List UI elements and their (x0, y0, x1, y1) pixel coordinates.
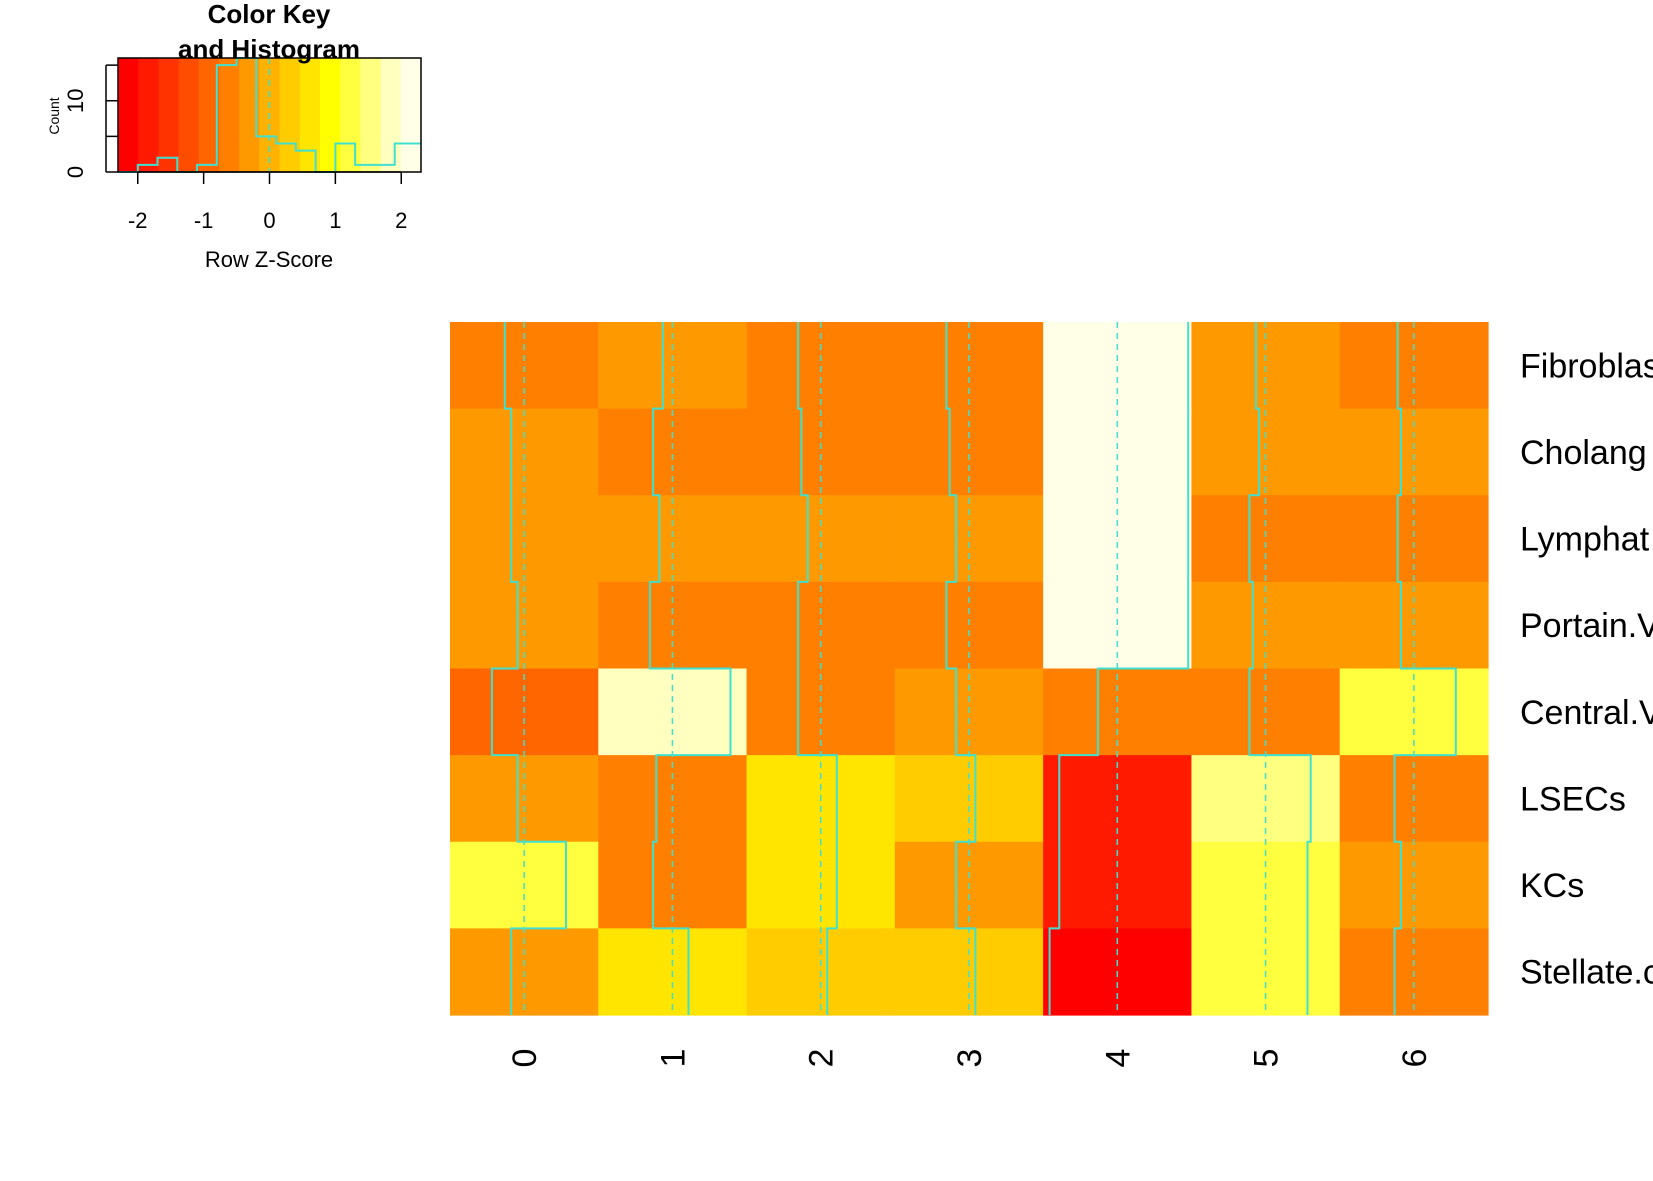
color-key-x-tick-label: -2 (128, 208, 148, 233)
column-label: 5 (1248, 1049, 1286, 1068)
row-label: Lymphat (1520, 521, 1650, 559)
color-key-band (279, 58, 301, 172)
heatmap-traces (490, 322, 1457, 1015)
row-labels: Fibroblas Cholang Lymphat Portain.V Central.… (1520, 347, 1653, 991)
color-key-band (239, 58, 260, 172)
color-key-band (340, 58, 361, 172)
column-label: 6 (1396, 1049, 1434, 1068)
color-key-band (158, 58, 180, 172)
color-key: -2 -1 0 1 2 0 10 Color Key and Histogram Row Z… (46, 0, 422, 272)
color-key-x-tick-label: 0 (263, 208, 275, 233)
color-key-band (320, 58, 341, 172)
color-key-ylabel: Count (46, 97, 62, 134)
color-key-y-tick-label: 0 (63, 166, 88, 178)
color-key-band (299, 58, 321, 172)
color-key-x-tick-label: 1 (329, 208, 341, 233)
row-label: Cholang (1520, 434, 1647, 472)
row-label: KCs (1520, 867, 1584, 905)
column-label: 2 (803, 1049, 841, 1068)
color-key-axes: -2 -1 0 1 2 0 10 (63, 64, 407, 233)
trace-line (1048, 322, 1190, 1015)
trace-line (797, 322, 838, 1015)
row-label: Central.V (1520, 694, 1653, 732)
color-key-band (138, 58, 159, 172)
trace-line (648, 322, 732, 1015)
heatmap: Fibroblas Cholang Lymphat Portain.V Central.… (450, 322, 1653, 1067)
color-key-histogram (118, 57, 421, 173)
color-key-band (380, 58, 402, 172)
color-key-x-tick-label: 2 (395, 208, 407, 233)
color-key-x-tick-label: -1 (194, 208, 214, 233)
row-label: Stellate.c (1520, 954, 1653, 992)
color-key-xlabel: Row Z-Score (205, 247, 333, 272)
column-label: 1 (654, 1049, 692, 1068)
color-key-band (178, 58, 200, 172)
column-labels: 0 1 2 3 4 5 6 (506, 1049, 1434, 1068)
color-key-band (360, 58, 382, 172)
column-label: 4 (1099, 1049, 1137, 1068)
color-key-band (400, 58, 422, 172)
trace-line (1248, 322, 1312, 1015)
color-key-title-line2: and Histogram (178, 34, 360, 64)
color-key-y-tick-label: 10 (63, 89, 88, 113)
column-label: 0 (506, 1049, 544, 1068)
color-key-band (118, 58, 139, 172)
trace-line (490, 322, 567, 1015)
color-key-band (219, 58, 240, 172)
row-label: Portain.V (1520, 607, 1653, 645)
trace-line (1393, 322, 1457, 1015)
trace-line (945, 322, 977, 1015)
column-label: 3 (951, 1049, 989, 1068)
color-key-title-line1: Color Key (208, 0, 331, 29)
row-label: LSECs (1520, 780, 1626, 818)
row-label: Fibroblas (1520, 347, 1653, 385)
color-key-band (198, 58, 220, 172)
